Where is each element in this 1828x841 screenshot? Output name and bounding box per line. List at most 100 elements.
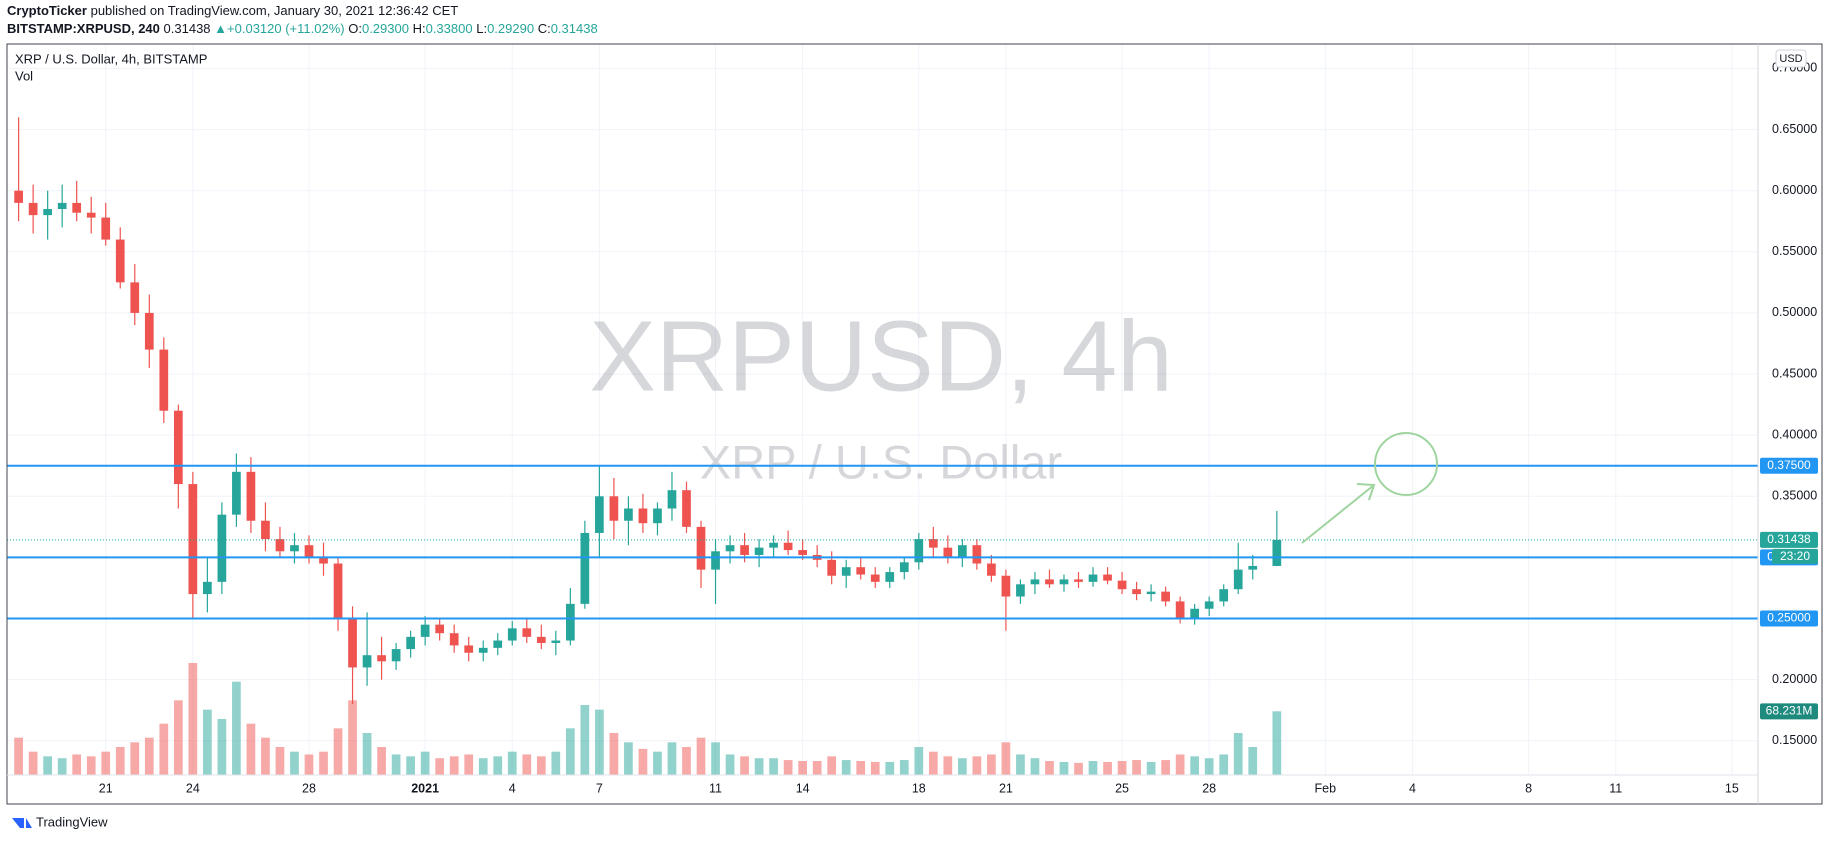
volume-bar bbox=[624, 742, 633, 775]
candle-body bbox=[682, 490, 691, 527]
volume-bar bbox=[130, 742, 140, 775]
candle-body bbox=[711, 551, 720, 570]
level-badge bbox=[1760, 457, 1818, 474]
candle-body bbox=[1045, 579, 1054, 585]
x-tick-label: 11 bbox=[1609, 781, 1622, 795]
volume-bar bbox=[391, 754, 401, 775]
candle-body bbox=[130, 282, 140, 313]
watermark-subtitle: XRP / U.S. Dollar bbox=[700, 435, 1062, 488]
candle-body bbox=[1248, 565, 1258, 570]
candle-body bbox=[1088, 574, 1098, 582]
arrow-head bbox=[1356, 483, 1376, 501]
circle-drawing bbox=[1374, 432, 1438, 496]
volume-bar bbox=[261, 737, 270, 775]
y-tick-label: 0.50000 bbox=[1772, 305, 1817, 319]
candle-body bbox=[667, 490, 677, 509]
candle-body bbox=[856, 567, 866, 575]
candle-body bbox=[1016, 584, 1025, 597]
high: 0.33800 bbox=[426, 21, 473, 36]
volume-bar bbox=[232, 681, 241, 775]
volume-bar bbox=[493, 756, 503, 775]
volume-label: 68.231M bbox=[1766, 703, 1813, 717]
published: published on TradingView.com, January 30… bbox=[91, 3, 459, 18]
x-tick-label: 4 bbox=[1409, 781, 1416, 795]
x-tick-label: 14 bbox=[796, 781, 810, 795]
volume-bar bbox=[304, 754, 314, 775]
volume-bar bbox=[899, 760, 909, 775]
arrow-drawing bbox=[1301, 484, 1375, 544]
candle-body bbox=[86, 212, 96, 218]
volume-bar bbox=[290, 751, 299, 775]
volume-bar bbox=[362, 733, 372, 775]
watermark: XRPUSD, 4h bbox=[589, 300, 1173, 412]
volume-bar bbox=[43, 756, 53, 775]
candle-body bbox=[870, 574, 880, 582]
volume-bar bbox=[420, 751, 430, 775]
volume-bar bbox=[1030, 758, 1040, 775]
candle-body bbox=[1219, 589, 1229, 602]
candle-body bbox=[754, 547, 764, 555]
volume-bar bbox=[1204, 758, 1214, 775]
candle-body bbox=[203, 581, 212, 595]
x-tick-label: Feb bbox=[1315, 781, 1337, 795]
candle-body bbox=[565, 603, 575, 641]
candle-body bbox=[740, 545, 749, 555]
volume-bar bbox=[754, 758, 764, 775]
x-tick-label: 2021 bbox=[411, 781, 439, 795]
candle-body bbox=[798, 550, 808, 555]
candle-body bbox=[943, 547, 953, 558]
y-tick-label: 0.45000 bbox=[1772, 366, 1817, 380]
candle-body bbox=[696, 526, 706, 570]
volume-bar bbox=[725, 754, 735, 775]
candle-body bbox=[493, 640, 503, 648]
candle-body bbox=[435, 624, 445, 634]
volume-bar bbox=[1074, 762, 1083, 775]
volume-bar bbox=[914, 747, 924, 775]
candle-body bbox=[885, 572, 895, 582]
currency[interactable]: USD bbox=[1779, 53, 1802, 65]
candle-body bbox=[1074, 579, 1083, 582]
volume-bar bbox=[333, 728, 343, 775]
volume-bar bbox=[769, 758, 778, 775]
volume-bar bbox=[653, 751, 662, 775]
y-tick-label: 0.60000 bbox=[1772, 183, 1817, 197]
candle-body bbox=[449, 633, 459, 646]
volume-bar bbox=[1248, 747, 1258, 775]
volume-bar bbox=[1233, 733, 1243, 775]
volume-bar bbox=[188, 663, 198, 775]
key: O: bbox=[348, 21, 362, 36]
candle-body bbox=[624, 508, 633, 521]
x-tick-label: 8 bbox=[1525, 781, 1532, 795]
candle-body bbox=[1059, 579, 1069, 585]
volume-bar bbox=[478, 758, 488, 775]
volume-bar bbox=[885, 761, 895, 775]
volume-bar bbox=[1272, 711, 1282, 775]
candle-body bbox=[1103, 574, 1112, 581]
currency-button[interactable] bbox=[1775, 49, 1807, 68]
volume-bar bbox=[783, 760, 793, 775]
volume-bar bbox=[1190, 756, 1200, 775]
volume-bar bbox=[464, 754, 474, 775]
candle-body bbox=[1030, 579, 1040, 585]
candle-body bbox=[1117, 580, 1127, 590]
volume-bar bbox=[1161, 760, 1170, 775]
volume-bar bbox=[203, 709, 212, 775]
candle-body bbox=[638, 508, 648, 524]
candle-body bbox=[391, 649, 401, 662]
price: 0.31438 bbox=[164, 21, 211, 36]
volume-bar bbox=[1117, 761, 1127, 775]
volume-bar bbox=[1088, 761, 1098, 775]
volume-bar bbox=[682, 747, 691, 775]
candle-body bbox=[653, 508, 662, 524]
price-label: 0.31438 bbox=[1767, 532, 1811, 546]
candle-body bbox=[841, 567, 851, 576]
candle-body bbox=[232, 471, 241, 515]
volume-bar bbox=[580, 705, 590, 775]
y-tick-label: 0.20000 bbox=[1772, 672, 1817, 686]
countdown-badge bbox=[1772, 548, 1818, 564]
volume-bar bbox=[841, 760, 851, 775]
volume-bar bbox=[987, 754, 996, 775]
candle-body bbox=[217, 514, 227, 582]
candle-body bbox=[928, 539, 938, 548]
candle-body bbox=[595, 496, 604, 533]
